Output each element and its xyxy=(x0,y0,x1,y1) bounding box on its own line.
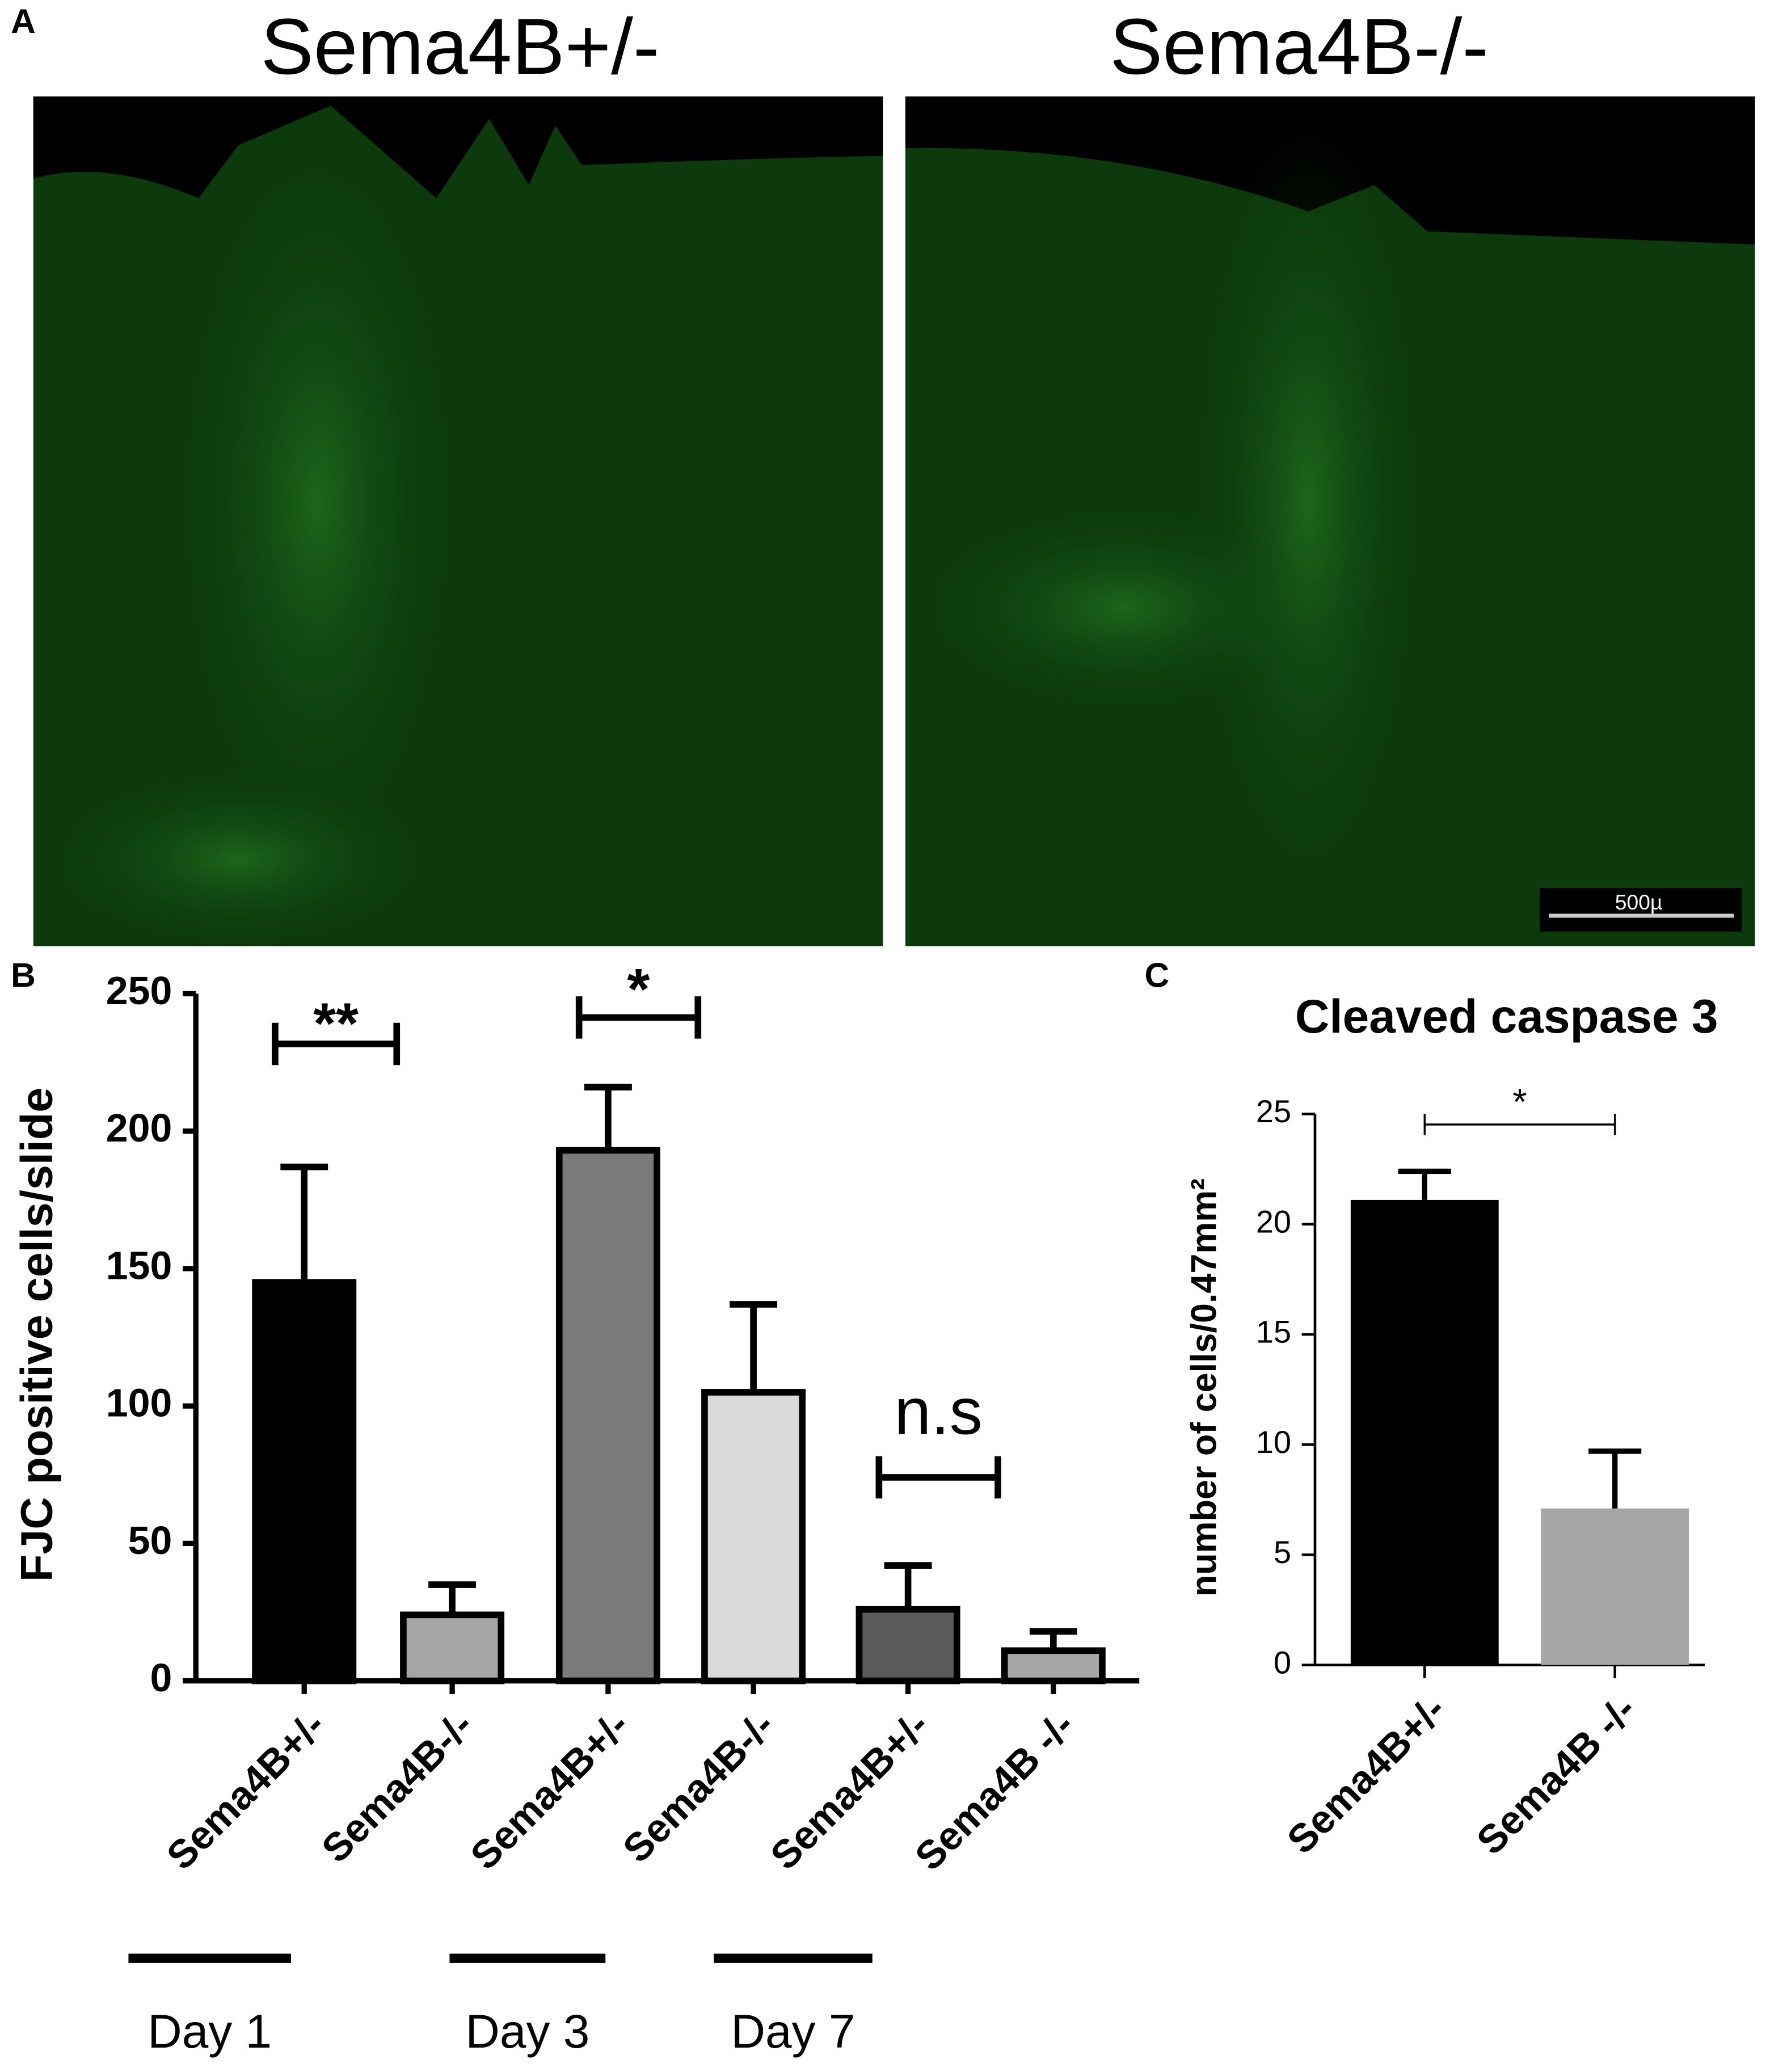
x-tick-label: Sema4B -/- xyxy=(1468,1687,1644,1863)
x-tick-label: Sema4B+/- xyxy=(158,1703,334,1878)
y-tick-label: 10 xyxy=(1256,1424,1291,1460)
y-tick-label: 25 xyxy=(1256,1093,1291,1129)
y-tick-label: 200 xyxy=(106,1106,172,1150)
x-tick-label: Sema4B-/- xyxy=(614,1703,783,1871)
panel-label: B xyxy=(11,956,36,995)
bar xyxy=(252,1279,357,1684)
chart-title: Cleaved caspase 3 xyxy=(1295,989,1718,1043)
y-tick-label: 0 xyxy=(150,1656,172,1700)
group-label: Day 3 xyxy=(465,2004,589,2058)
significance-label: * xyxy=(627,957,650,1022)
group-label: Day 1 xyxy=(147,2004,272,2058)
scale-bar-label: 500µ xyxy=(1615,890,1663,914)
panel-label: A xyxy=(11,2,36,40)
panel-label: C xyxy=(1145,956,1170,995)
bar xyxy=(400,1611,505,1684)
significance-bracket xyxy=(575,996,702,1039)
bar xyxy=(555,1147,660,1684)
micrograph-right: 500µ xyxy=(905,96,1755,946)
significance-bracket xyxy=(272,1022,401,1066)
significance-label: * xyxy=(1512,1081,1527,1122)
y-tick-label: 15 xyxy=(1256,1314,1291,1350)
y-tick-label: 5 xyxy=(1274,1534,1291,1570)
significance-label: ** xyxy=(313,991,359,1056)
bar xyxy=(701,1389,806,1684)
image-title: Sema4B-/- xyxy=(1110,2,1489,91)
y-axis-label: number of cells/0.47mm² xyxy=(1185,1178,1224,1597)
image-title: Sema4B+/- xyxy=(261,2,660,91)
bar xyxy=(1541,1508,1689,1665)
significance-bracket xyxy=(875,1456,1001,1499)
significance-bracket xyxy=(1423,1114,1616,1135)
x-tick-label: Sema4B-/- xyxy=(313,1703,482,1871)
y-tick-label: 50 xyxy=(128,1518,172,1563)
micrograph-left xyxy=(33,96,883,951)
bar xyxy=(1350,1199,1499,1665)
bar xyxy=(855,1606,960,1684)
group-label: Day 7 xyxy=(731,2004,855,2058)
y-tick-label: 100 xyxy=(106,1381,172,1425)
y-tick-label: 150 xyxy=(106,1243,172,1287)
y-tick-label: 0 xyxy=(1274,1644,1291,1680)
y-tick-label: 250 xyxy=(106,968,172,1013)
bar xyxy=(1001,1647,1106,1684)
y-tick-label: 20 xyxy=(1256,1203,1291,1239)
significance-label: n.s xyxy=(895,1375,983,1448)
x-tick-label: Sema4B+/- xyxy=(1279,1687,1454,1862)
x-tick-label: Sema4B+/- xyxy=(462,1703,637,1878)
y-axis-label: FJC positive cells/slide xyxy=(11,1088,61,1582)
